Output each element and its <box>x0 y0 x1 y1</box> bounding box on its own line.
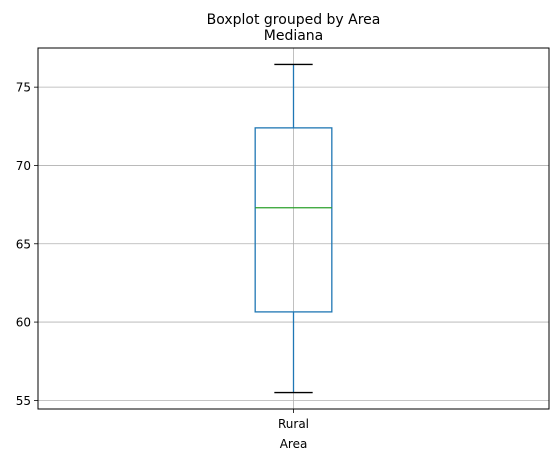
y-tick-label: 70 <box>16 159 31 173</box>
y-tick-label: 55 <box>16 394 31 408</box>
y-tick-label: 65 <box>16 237 31 251</box>
x-tick-label: Rural <box>278 417 309 431</box>
y-tick-label: 75 <box>16 81 31 95</box>
y-tick-label: 60 <box>16 316 31 330</box>
box-layer <box>254 63 333 394</box>
x-axis-label: Area <box>280 437 308 451</box>
tick-layer: 55 60 65 70 75 Rural <box>16 81 309 431</box>
chart-title: Mediana <box>264 28 324 44</box>
plot-frame <box>37 47 550 410</box>
chart-suptitle: Boxplot grouped by Area <box>207 12 381 28</box>
iqr-box <box>254 127 333 313</box>
